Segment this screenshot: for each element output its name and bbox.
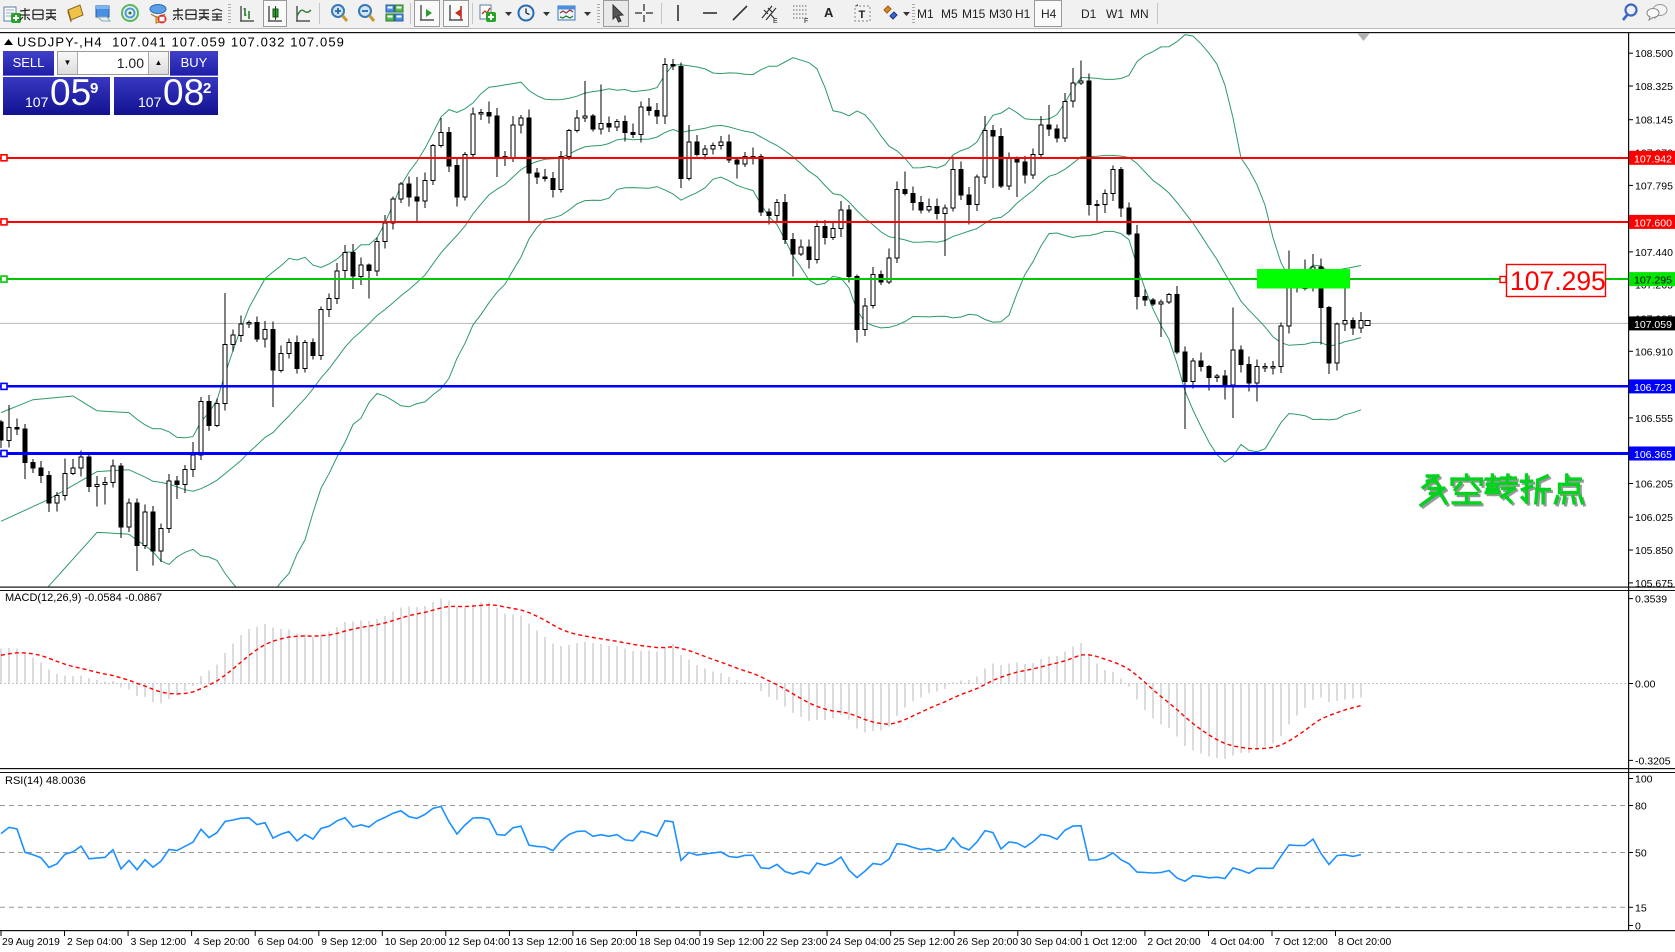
svg-text:50: 50 [1635,848,1647,860]
svg-text:26 Sep 20:00: 26 Sep 20:00 [957,937,1019,948]
svg-text:0.00: 0.00 [1635,679,1656,691]
svg-text:100: 100 [1635,774,1653,786]
svg-text:107.295: 107.295 [1634,275,1672,287]
svg-text:USDJPY-,H4 107.041 107.059 10: USDJPY-,H4 107.041 107.059 107.032 107.0… [17,35,345,50]
svg-text:108.500: 108.500 [1635,48,1673,60]
svg-text:7 Oct 12:00: 7 Oct 12:00 [1275,937,1329,948]
svg-text:2 Sep 04:00: 2 Sep 04:00 [67,937,123,948]
svg-text:18 Sep 04:00: 18 Sep 04:00 [639,937,701,948]
svg-text:106.365: 106.365 [1634,449,1672,461]
svg-text:2 Oct 20:00: 2 Oct 20:00 [1147,937,1201,948]
svg-text:105.850: 105.850 [1635,545,1673,557]
svg-text:T: T [859,9,866,21]
svg-text:30 Sep 04:00: 30 Sep 04:00 [1020,937,1082,948]
svg-text:106.910: 106.910 [1635,346,1673,358]
svg-text:107.295: 107.295 [1510,266,1606,296]
svg-text:-0.3205: -0.3205 [1635,755,1671,767]
svg-text:106.205: 106.205 [1635,479,1673,491]
svg-text:4 Sep 20:00: 4 Sep 20:00 [194,937,250,948]
svg-text:8 Oct 20:00: 8 Oct 20:00 [1338,937,1392,948]
svg-text:107.440: 107.440 [1635,247,1673,259]
svg-text:108.145: 108.145 [1635,115,1673,127]
svg-text:106.025: 106.025 [1635,512,1673,524]
svg-text:4 Oct 04:00: 4 Oct 04:00 [1211,937,1265,948]
svg-text:106.723: 106.723 [1634,382,1672,394]
svg-text:0: 0 [1635,921,1641,933]
svg-text:RSI(14) 48.0036: RSI(14) 48.0036 [5,775,86,787]
svg-text:15: 15 [1635,902,1647,914]
svg-text:E: E [773,18,778,25]
svg-text:6 Sep 04:00: 6 Sep 04:00 [258,937,314,948]
svg-text:13 Sep 12:00: 13 Sep 12:00 [512,937,574,948]
svg-text:0.3539: 0.3539 [1635,594,1667,606]
svg-text:3 Sep 12:00: 3 Sep 12:00 [131,937,187,948]
svg-text:107.600: 107.600 [1634,217,1672,229]
svg-text:24 Sep 04:00: 24 Sep 04:00 [830,937,892,948]
svg-text:9 Sep 12:00: 9 Sep 12:00 [321,937,377,948]
svg-text:107.795: 107.795 [1635,180,1673,192]
svg-text:105.675: 105.675 [1635,578,1673,590]
svg-text:19 Sep 12:00: 19 Sep 12:00 [703,937,765,948]
svg-text:25 Sep 12:00: 25 Sep 12:00 [893,937,955,948]
svg-text:80: 80 [1635,801,1647,813]
svg-text:16 Sep 20:00: 16 Sep 20:00 [575,937,637,948]
svg-text:1 Oct 12:00: 1 Oct 12:00 [1084,937,1138,948]
svg-text:12 Sep 04:00: 12 Sep 04:00 [448,937,510,948]
svg-text:106.555: 106.555 [1635,413,1673,425]
svg-text:107.942: 107.942 [1634,153,1672,165]
svg-text:MACD(12,26,9) -0.0584 -0.0867: MACD(12,26,9) -0.0584 -0.0867 [5,592,162,604]
svg-text:107.059: 107.059 [1634,319,1672,331]
svg-text:10 Sep 20:00: 10 Sep 20:00 [385,937,447,948]
svg-text:22 Sep 23:00: 22 Sep 23:00 [766,937,828,948]
svg-text:29 Aug 2019: 29 Aug 2019 [2,937,60,948]
svg-text:F: F [804,18,808,25]
svg-text:108.325: 108.325 [1635,81,1673,93]
